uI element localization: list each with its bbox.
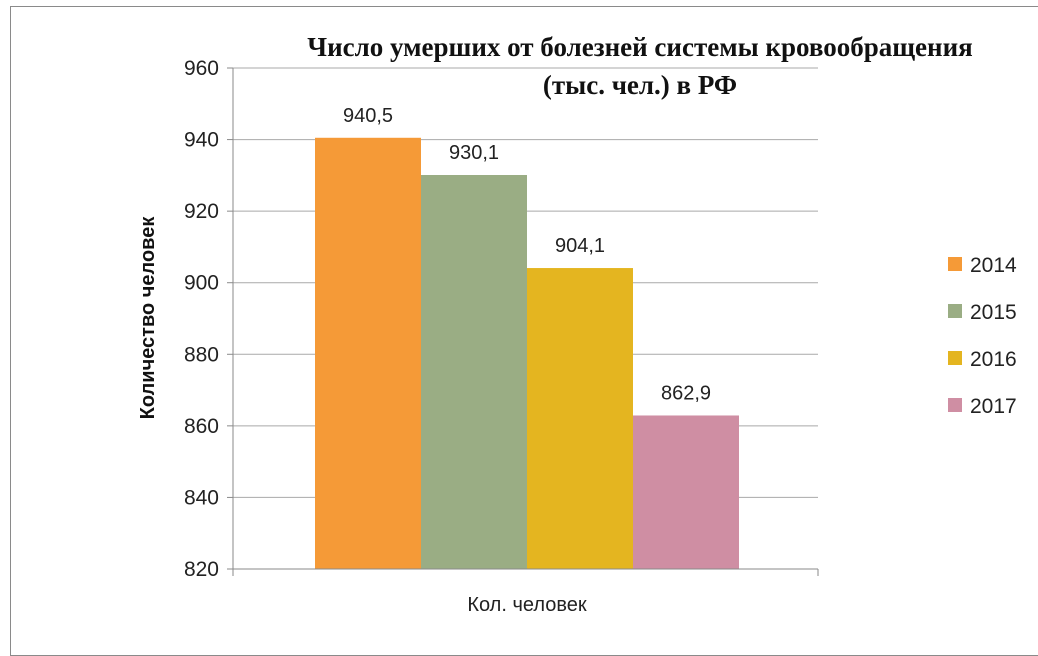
- y-tick-label: 960: [184, 57, 219, 80]
- y-axis-title: Количество человек: [137, 216, 159, 420]
- legend-label-2017: 2017: [970, 395, 1017, 418]
- data-labels: 940,5 930,1 904,1 862,9: [343, 105, 711, 405]
- data-label-2014: 940,5: [343, 105, 393, 127]
- bars: [315, 137, 739, 570]
- x-category-label: Кол. человек: [467, 594, 587, 616]
- legend-swatch-2016: [948, 351, 962, 365]
- data-label-2017: 862,9: [661, 382, 711, 404]
- bar-2014: [315, 137, 421, 569]
- y-tick-label: 900: [184, 272, 219, 295]
- y-tick-label: 860: [184, 415, 219, 438]
- y-tick-label: 840: [184, 486, 219, 509]
- legend-swatch-2017: [948, 398, 962, 412]
- bar-2017: [633, 415, 739, 569]
- legend-label-2016: 2016: [970, 348, 1017, 371]
- y-tick-labels: 820 840 860 880 900 920 940 960: [184, 57, 233, 581]
- data-label-2016: 904,1: [555, 235, 605, 257]
- y-tick-label: 920: [184, 200, 219, 223]
- chart-title-line-1: Число умерших от болезней системы кровоо…: [307, 32, 972, 62]
- bar-2015: [421, 174, 527, 570]
- axes: [232, 68, 819, 576]
- chart-title-line-2: (тыс. чел.) в РФ: [543, 70, 737, 100]
- data-label-2015: 930,1: [449, 142, 499, 164]
- y-tick-label: 880: [184, 343, 219, 366]
- legend-label-2015: 2015: [970, 301, 1017, 324]
- legend-swatch-2015: [948, 304, 962, 318]
- bar-2016: [527, 268, 633, 569]
- legend-label-2014: 2014: [970, 254, 1017, 277]
- y-tick-label: 940: [184, 129, 219, 152]
- y-tick-label: 820: [184, 558, 219, 581]
- legend-swatch-2014: [948, 257, 962, 271]
- legend: 2014 2015 2016 2017: [948, 254, 1017, 418]
